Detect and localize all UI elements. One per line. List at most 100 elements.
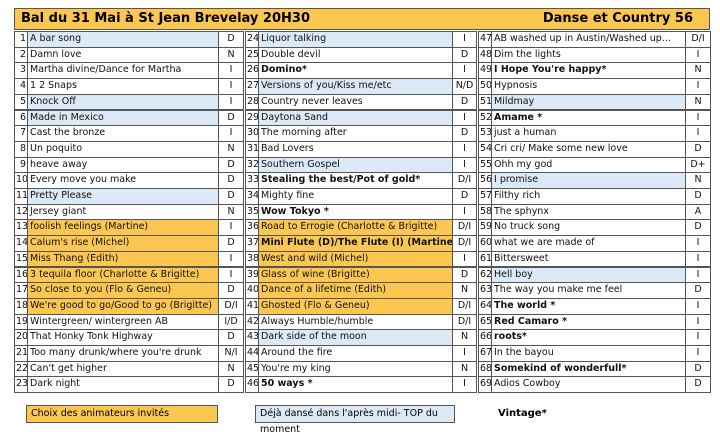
song-title: Bittersweet xyxy=(491,250,686,268)
row-number: 35 xyxy=(245,203,259,221)
row-number: 8 xyxy=(14,140,28,158)
row-number: 3 xyxy=(14,62,28,80)
level: I xyxy=(452,250,477,268)
level: D xyxy=(685,188,711,205)
level: I xyxy=(685,109,711,127)
level: I xyxy=(452,203,477,221)
row-number: 68 xyxy=(478,360,492,378)
row-number: 10 xyxy=(14,172,28,189)
song-title: Knock Off xyxy=(27,93,219,111)
row-number: 6 xyxy=(14,109,28,127)
level: D/I xyxy=(452,219,477,237)
row-number: 62 xyxy=(478,266,492,284)
level: I xyxy=(452,156,477,174)
song-title: Around the fire xyxy=(258,345,453,362)
row-number: 12 xyxy=(14,203,28,221)
level: N xyxy=(452,282,477,299)
level: D xyxy=(218,156,244,174)
song-title: foolish feelings (Martine) xyxy=(27,219,219,237)
row-number: 41 xyxy=(245,297,259,315)
level: I xyxy=(452,62,477,80)
level: D xyxy=(218,109,244,127)
song-title: Miss Thang (Edith) xyxy=(27,250,219,268)
row-number: 58 xyxy=(478,203,492,221)
song-title: Wow Tokyo * xyxy=(258,203,453,221)
level: D xyxy=(685,140,711,158)
level: D xyxy=(218,31,244,48)
song-title: I promise xyxy=(491,172,686,189)
level: D xyxy=(218,172,244,189)
song-title: In the bayou xyxy=(491,345,686,362)
row-number: 11 xyxy=(14,188,28,205)
song-title: Hypnosis xyxy=(491,78,686,95)
level: I xyxy=(685,329,711,346)
row-number: 47 xyxy=(478,31,492,48)
level: I xyxy=(685,125,711,142)
row-number: 5 xyxy=(14,93,28,111)
row-number: 30 xyxy=(245,125,259,142)
row-number: 67 xyxy=(478,345,492,362)
level: I xyxy=(218,250,244,268)
song-title: Ghosted (Flo & Geneu) xyxy=(258,297,453,315)
song-title: Double devil xyxy=(258,46,453,64)
row-number: 60 xyxy=(478,235,492,252)
row-number: 46 xyxy=(245,376,259,394)
song-title: 1 2 Snaps xyxy=(27,78,219,95)
song-title: The morning after xyxy=(258,125,453,142)
song-title: Pretty Please xyxy=(27,188,219,205)
level: I xyxy=(218,93,244,111)
song-title: Can't get higher xyxy=(27,360,219,378)
level: N xyxy=(218,140,244,158)
song-title: Domino* xyxy=(258,62,453,80)
row-number: 49 xyxy=(478,62,492,80)
song-title: A bar song xyxy=(27,31,219,48)
level: N xyxy=(452,360,477,378)
song-title: Wintergreen/ wintergreen AB xyxy=(27,313,219,331)
level: I xyxy=(452,140,477,158)
level: N xyxy=(218,360,244,378)
row-number: 18 xyxy=(14,297,28,315)
legend-blue: Déjà dansé dans l'après midi- TOP du mom… xyxy=(255,405,455,435)
row-number: 59 xyxy=(478,219,492,237)
row-number: 44 xyxy=(245,345,259,362)
song-title: That Honky Tonk Highway xyxy=(27,329,219,346)
song-title: Martha divine/Dance for Martha xyxy=(27,62,219,80)
row-number: 28 xyxy=(245,93,259,111)
row-number: 23 xyxy=(14,376,28,394)
song-title: Adios Cowboy xyxy=(491,376,686,394)
song-title: Calum's rise (Michel) xyxy=(27,235,219,252)
level: D/I xyxy=(452,172,477,189)
row-number: 27 xyxy=(245,78,259,95)
level: I xyxy=(218,62,244,80)
song-title: We're good to go/Good to go (Brigitte) xyxy=(27,297,219,315)
level: D xyxy=(452,266,477,284)
song-title: Filthy rich xyxy=(491,188,686,205)
level: I xyxy=(218,125,244,142)
row-number: 2 xyxy=(14,46,28,64)
level: D xyxy=(452,46,477,64)
level: N/D xyxy=(452,78,477,95)
level: N xyxy=(685,62,711,80)
row-number: 4 xyxy=(14,78,28,95)
row-number: 31 xyxy=(245,140,259,158)
song-title: You're my king xyxy=(258,360,453,378)
row-number: 43 xyxy=(245,329,259,346)
level: I xyxy=(685,235,711,252)
header-right: Danse et Country 56 xyxy=(542,11,693,26)
song-title: I Hope You're happy* xyxy=(491,62,686,80)
row-number: 39 xyxy=(245,266,259,284)
song-title: Liquor talking xyxy=(258,31,453,48)
row-number: 53 xyxy=(478,125,492,142)
row-number: 63 xyxy=(478,282,492,299)
row-number: 66 xyxy=(478,329,492,346)
row-number: 7 xyxy=(14,125,28,142)
level: I/D xyxy=(218,313,244,331)
song-title: Every move you make xyxy=(27,172,219,189)
level: N xyxy=(218,46,244,64)
row-number: 26 xyxy=(245,62,259,80)
level: D xyxy=(218,376,244,394)
level: D xyxy=(685,376,711,394)
level: A xyxy=(685,203,711,221)
level: D/I xyxy=(452,313,477,331)
song-title: Glass of wine (Brigitte) xyxy=(258,266,453,284)
